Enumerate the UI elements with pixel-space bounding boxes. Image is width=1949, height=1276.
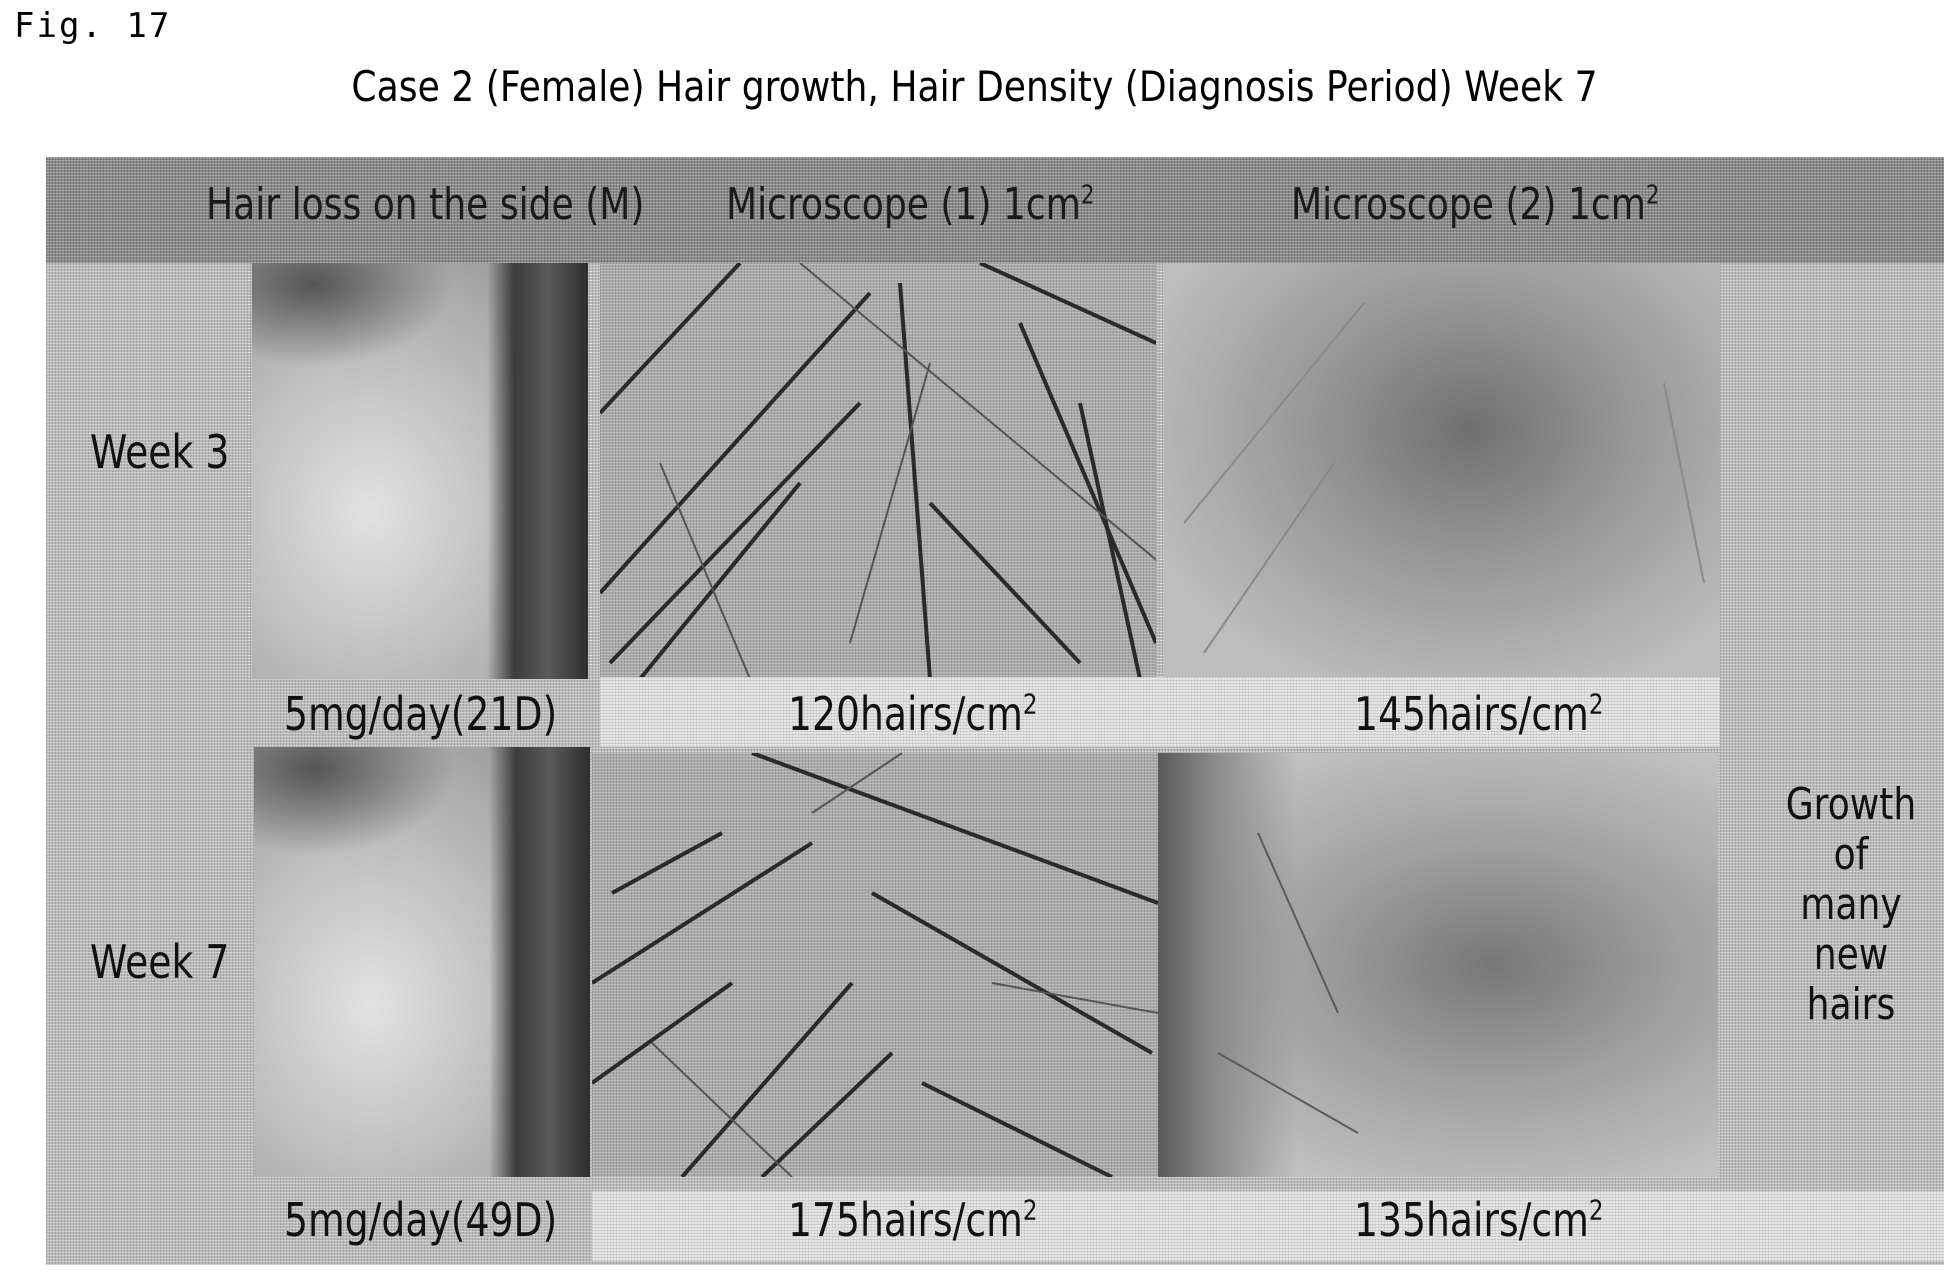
header-microscope-1: Microscope (1) 1cm2	[726, 179, 1094, 239]
microscope-1-count-week-3: 120hairs/cm2	[788, 687, 1037, 741]
microscope-2-photo-week-7	[1158, 753, 1718, 1177]
microscope-2-photo-week-3	[1164, 263, 1720, 679]
figure-title: Case 2 (Female) Hair growth, Hair Densit…	[136, 62, 1812, 111]
microscope-1-photo-week-3	[600, 263, 1156, 679]
header-microscope-2: Microscope (2) 1cm2	[1291, 179, 1659, 239]
row-label-week-3: Week 3	[90, 425, 229, 479]
microscope-2-count-week-3: 145hairs/cm2	[1354, 687, 1603, 741]
row-label-week-7: Week 7	[90, 935, 229, 989]
dose-week-3: 5mg/day(21D)	[284, 687, 557, 741]
header-side: Hair loss on the side (M)	[206, 179, 644, 239]
figure-label: Fig. 17	[14, 6, 171, 46]
dose-week-7: 5mg/day(49D)	[284, 1193, 557, 1247]
growth-note: Growth of many new hairs	[1781, 780, 1920, 1030]
microscope-1-count-week-7: 175hairs/cm2	[788, 1193, 1037, 1247]
microscope-1-photo-week-7	[592, 753, 1158, 1177]
side-photo-week-7	[254, 747, 590, 1177]
figure-panel: Hair loss on the side (M) Microscope (1)…	[46, 157, 1944, 1265]
microscope-2-count-week-7: 135hairs/cm2	[1354, 1193, 1603, 1247]
header-band: Hair loss on the side (M) Microscope (1)…	[46, 157, 1944, 263]
side-photo-week-3	[252, 263, 588, 679]
